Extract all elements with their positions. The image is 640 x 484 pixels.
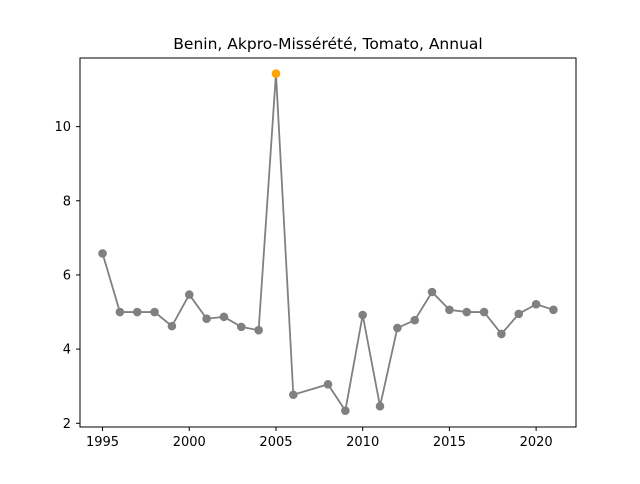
data-point	[531, 299, 541, 309]
x-tick-label: 1995	[86, 435, 119, 450]
chart-title: Benin, Akpro-Missérété, Tomato, Annual	[173, 35, 482, 53]
data-point	[375, 401, 385, 411]
data-point	[167, 321, 177, 331]
x-tick-label: 2015	[433, 435, 466, 450]
plot-frame	[79, 57, 577, 428]
data-point	[479, 307, 489, 317]
data-point	[289, 390, 298, 400]
data-point	[115, 307, 125, 317]
data-point	[202, 314, 211, 324]
data-point	[219, 312, 229, 322]
data-point	[358, 310, 367, 320]
y-tick-label: 6	[63, 268, 71, 283]
series-layer	[98, 69, 558, 415]
data-point	[427, 287, 437, 297]
data-point	[497, 329, 506, 339]
data-point	[184, 290, 194, 299]
data-point	[236, 322, 246, 332]
data-point	[98, 249, 107, 258]
data-point	[323, 380, 333, 389]
y-tick-label: 2	[63, 417, 71, 432]
data-point	[393, 323, 402, 333]
y-tick-label: 8	[63, 194, 71, 209]
highlighted-data-point	[271, 69, 281, 78]
data-point	[341, 406, 350, 415]
data-point	[514, 309, 524, 319]
y-tick-label: 10	[54, 120, 71, 135]
data-point	[150, 307, 159, 317]
x-tick-label: 2020	[520, 435, 553, 450]
data-point	[254, 325, 263, 335]
data-point	[445, 305, 454, 315]
x-tick-label: 2010	[346, 435, 379, 450]
x-tick-label: 2000	[173, 435, 206, 450]
y-tick-label: 4	[63, 343, 71, 358]
data-point	[462, 307, 472, 317]
data-point	[410, 315, 420, 325]
x-tick-label: 2005	[259, 435, 292, 450]
axes: 1995 2000 2005 2010 2015 2020 2 4 6 8 10	[54, 120, 552, 450]
data-point	[549, 305, 558, 315]
data-point	[132, 307, 142, 317]
